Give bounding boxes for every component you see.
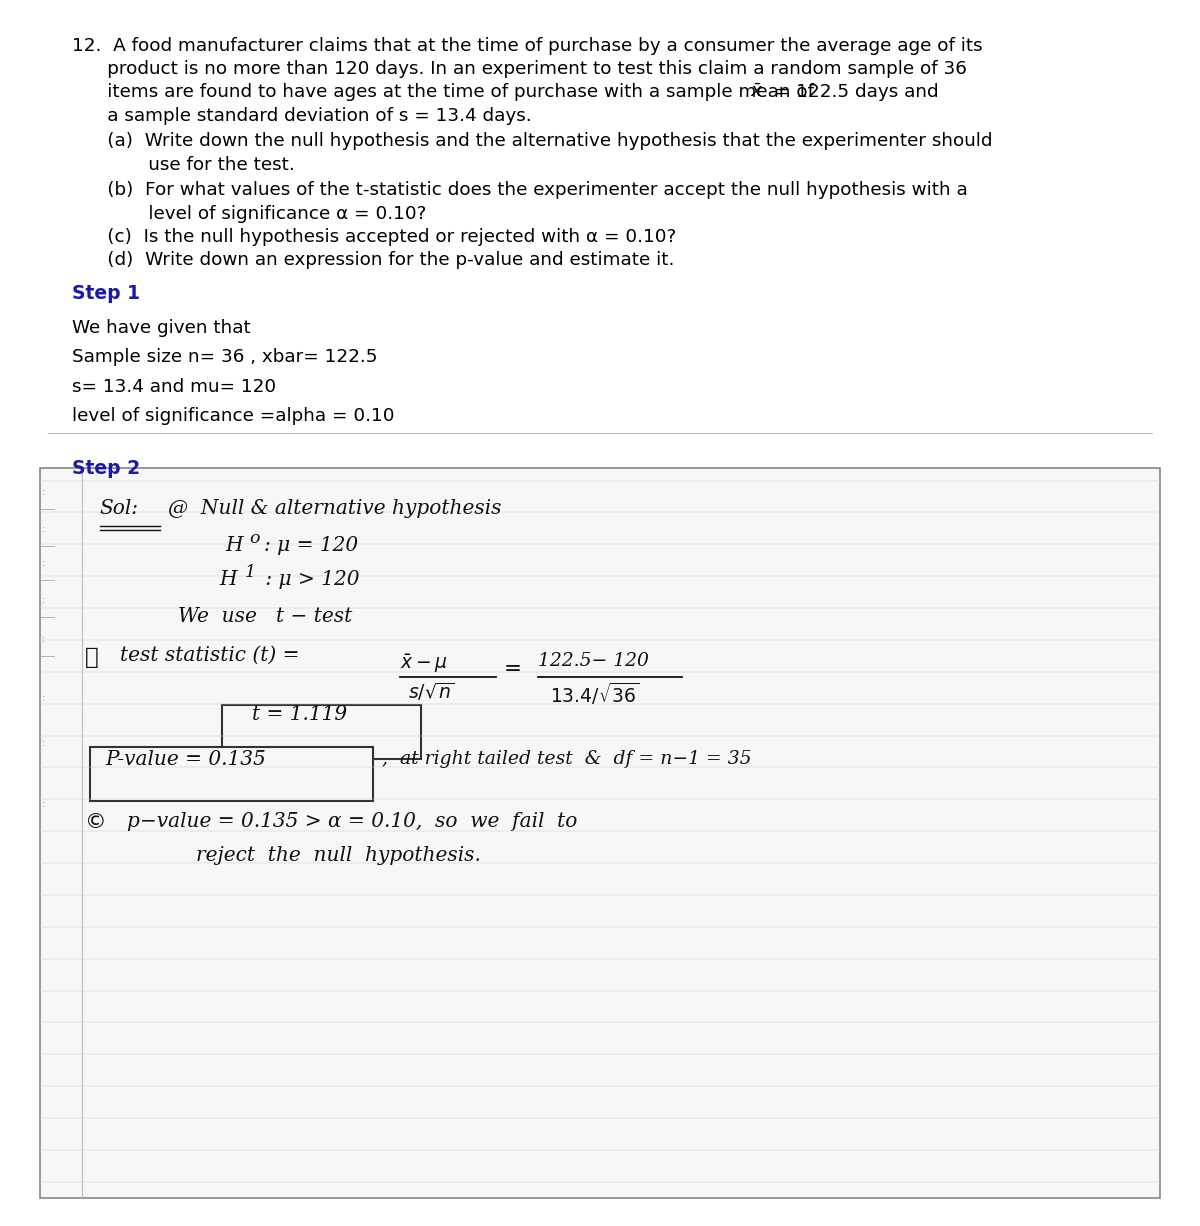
Text: p−value = 0.135 > α = 0.10,  so  we  fail  to: p−value = 0.135 > α = 0.10, so we fail t… [127,812,577,830]
Text: Sample size n= 36 , xbar= 122.5: Sample size n= 36 , xbar= 122.5 [72,348,378,367]
Text: items are found to have ages at the time of purchase with a sample mean of: items are found to have ages at the time… [72,83,820,102]
Text: H: H [226,536,244,554]
Text: (c)  Is the null hypothesis accepted or rejected with α = 0.10?: (c) Is the null hypothesis accepted or r… [72,228,677,246]
Text: :: : [42,693,46,702]
Text: :: : [42,634,46,644]
Text: level of significance α = 0.10?: level of significance α = 0.10? [72,205,426,223]
Text: test statistic (t) =: test statistic (t) = [120,646,300,664]
Text: Step 2: Step 2 [72,459,140,477]
Text: $\bar{x}-\mu$: $\bar{x}-\mu$ [400,652,448,676]
Text: :: : [42,558,46,568]
Text: = 122.5 days and: = 122.5 days and [769,83,938,102]
Text: :: : [42,595,46,604]
Text: 1: 1 [245,564,256,581]
Text: @  Null & alternative hypothesis: @ Null & alternative hypothesis [168,499,502,517]
Text: =: = [504,658,522,680]
Text: Sol:: Sol: [100,499,139,517]
Text: H: H [220,570,238,588]
Text: t = 1.119: t = 1.119 [252,705,347,723]
Text: o: o [250,530,260,547]
Text: (b)  For what values of the t-statistic does the experimenter accept the null hy: (b) For what values of the t-statistic d… [72,181,967,200]
Text: Step 1: Step 1 [72,284,140,303]
Text: : μ > 120: : μ > 120 [259,570,360,588]
Text: We have given that: We have given that [72,319,251,337]
Text: (a)  Write down the null hypothesis and the alternative hypothesis that the expe: (a) Write down the null hypothesis and t… [72,132,992,151]
Text: level of significance =alpha = 0.10: level of significance =alpha = 0.10 [72,407,395,425]
Text: a sample standard deviation of s = 13.4 days.: a sample standard deviation of s = 13.4 … [72,107,532,125]
FancyBboxPatch shape [90,747,373,801]
Text: P-value = 0.135: P-value = 0.135 [106,750,266,769]
Text: :: : [42,487,46,497]
Text: use for the test.: use for the test. [72,156,295,174]
Text: s= 13.4 and mu= 120: s= 13.4 and mu= 120 [72,378,276,396]
Text: : μ = 120: : μ = 120 [264,536,358,554]
Text: Ⓑ: Ⓑ [85,646,98,669]
FancyBboxPatch shape [222,705,421,759]
Text: $\bar{x}$: $\bar{x}$ [750,83,763,102]
Text: $s/\sqrt{n}$: $s/\sqrt{n}$ [408,680,455,702]
FancyBboxPatch shape [40,468,1160,1198]
Text: :: : [42,738,46,748]
Text: product is no more than 120 days. In an experiment to test this claim a random s: product is no more than 120 days. In an … [72,60,967,78]
Text: $13.4/\sqrt{36}$: $13.4/\sqrt{36}$ [550,680,640,706]
Text: :: : [42,799,46,809]
Text: ©: © [85,812,107,831]
Text: (d)  Write down an expression for the p-value and estimate it.: (d) Write down an expression for the p-v… [72,251,674,270]
Text: ,  at right tailed test  &  df = n−1 = 35: , at right tailed test & df = n−1 = 35 [382,750,751,769]
Text: 12.  A food manufacturer claims that at the time of purchase by a consumer the a: 12. A food manufacturer claims that at t… [72,37,983,55]
Text: We  use   t − test: We use t − test [178,607,352,625]
Text: 122.5− 120: 122.5− 120 [538,652,648,671]
Text: reject  the  null  hypothesis.: reject the null hypothesis. [196,846,480,864]
Text: :: : [42,524,46,533]
